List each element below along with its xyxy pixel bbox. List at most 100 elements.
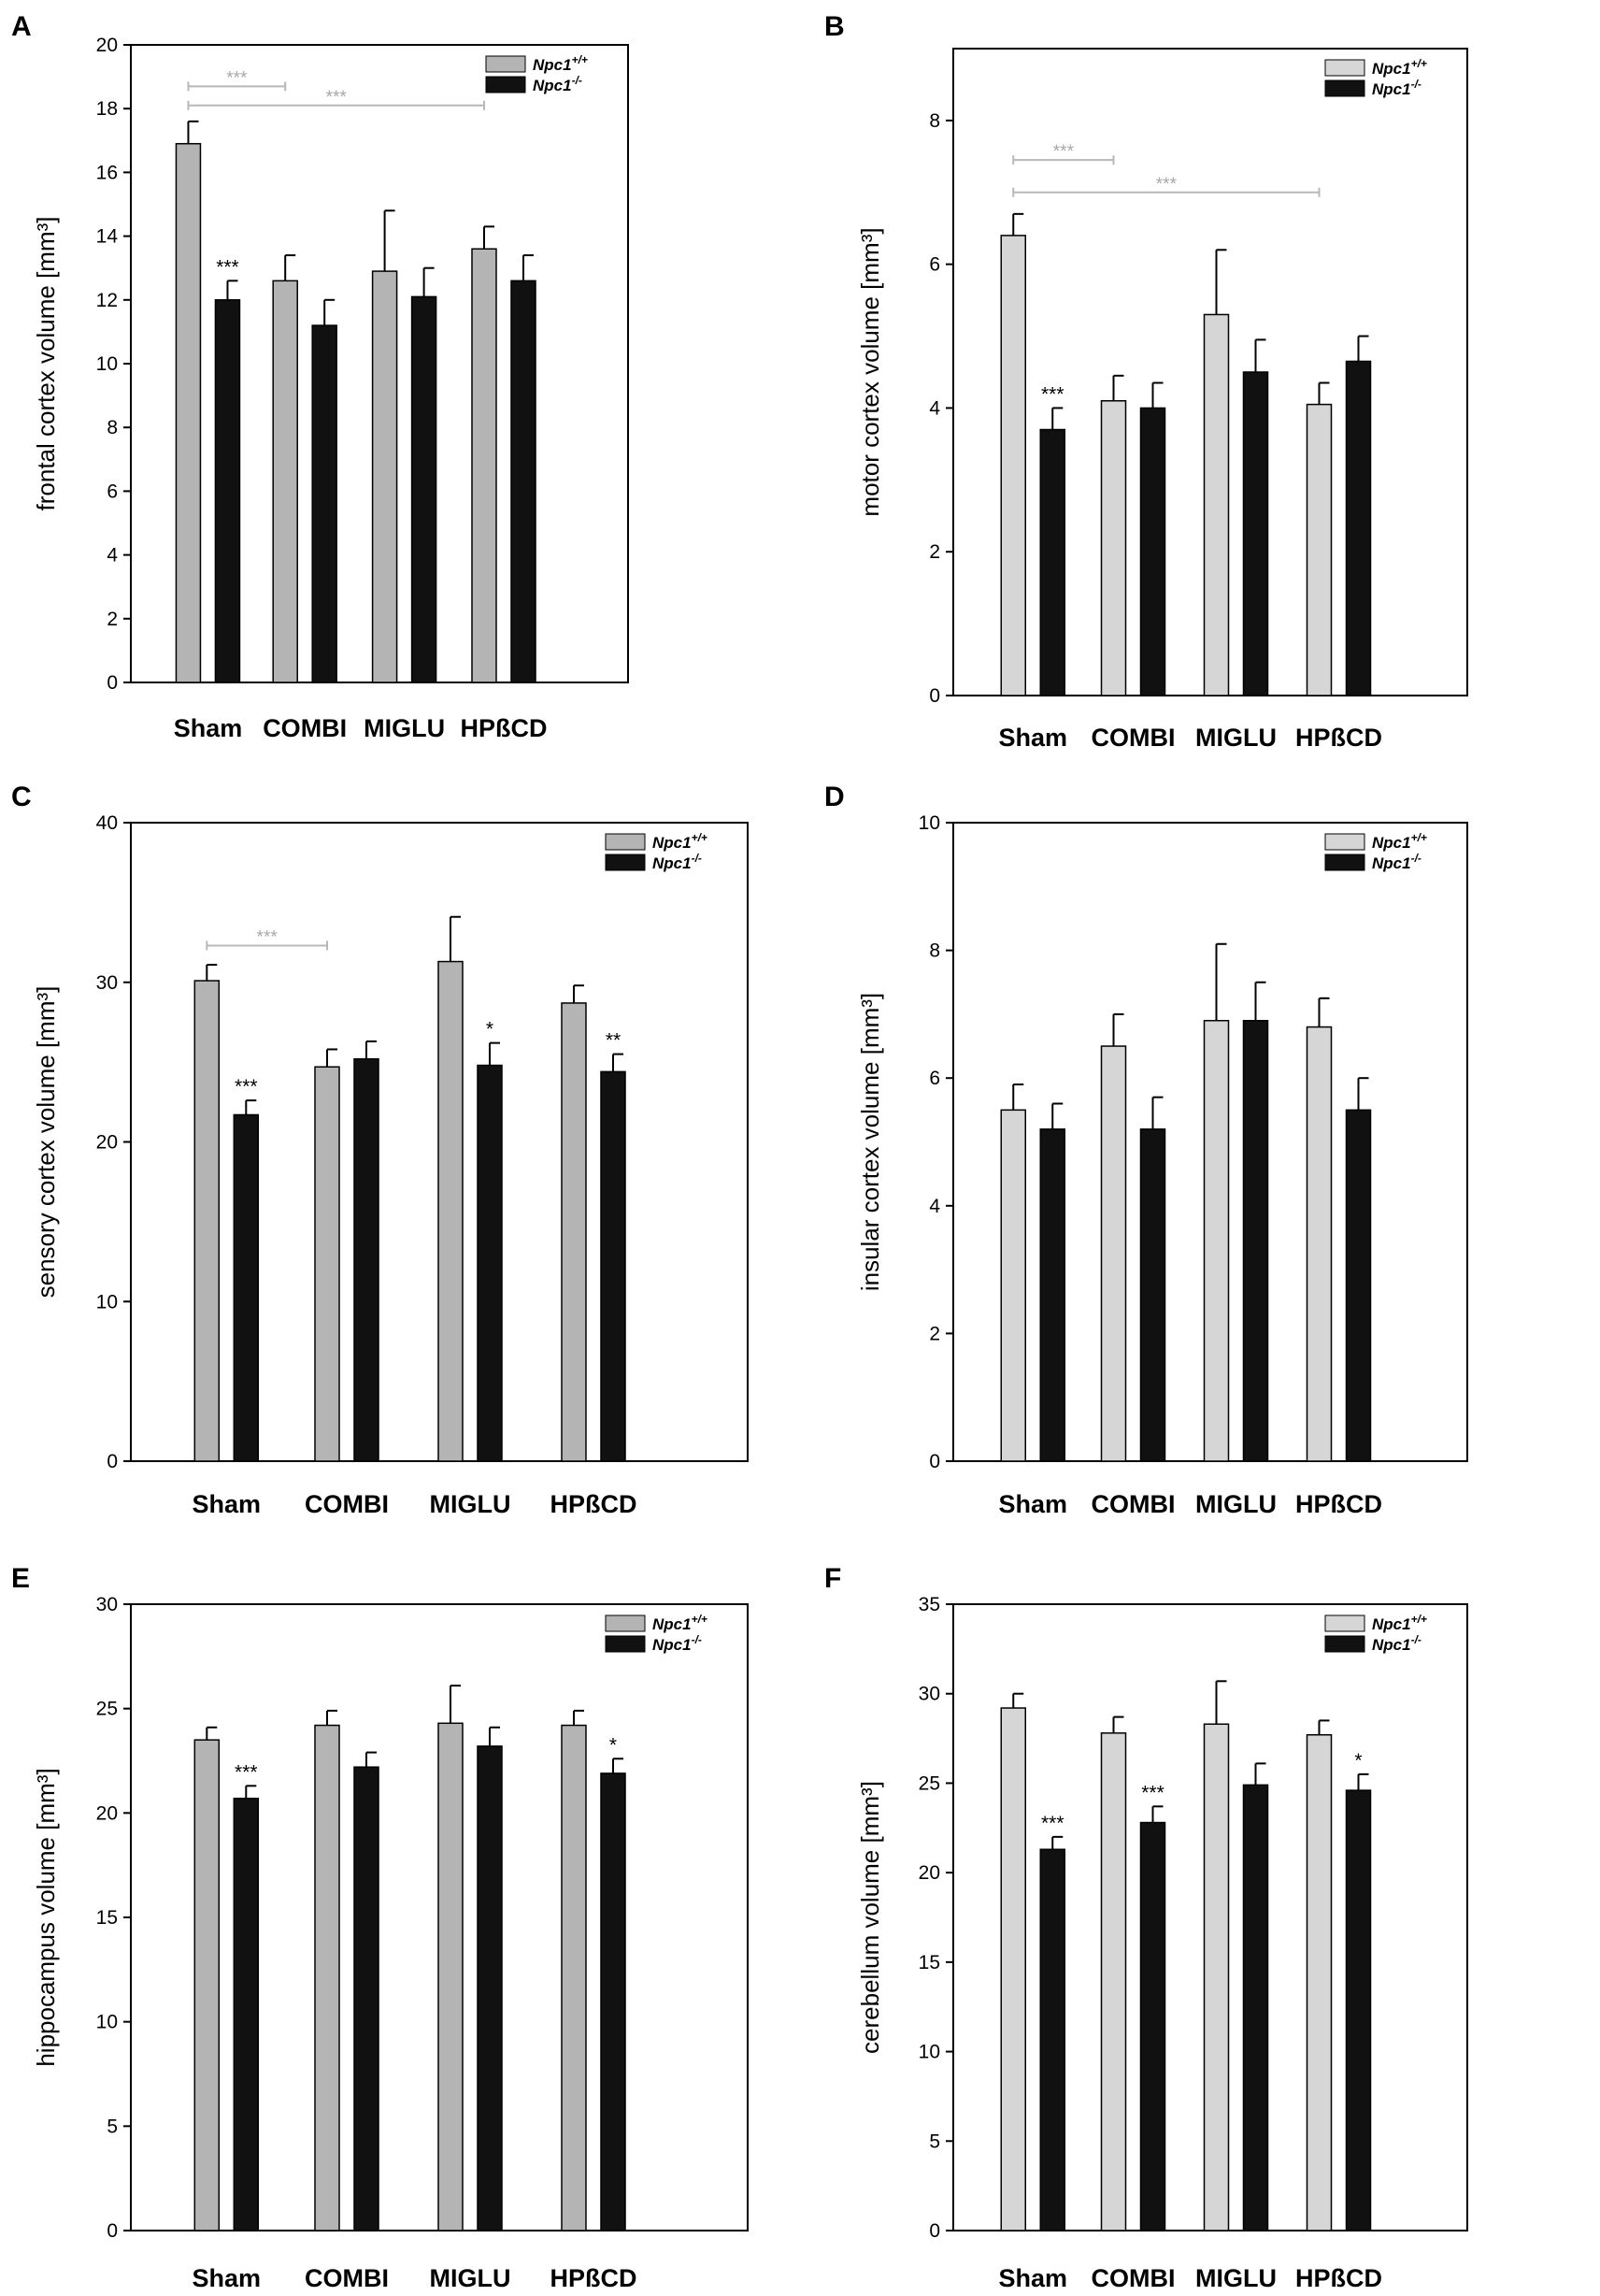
panel-letter: C xyxy=(11,782,32,812)
y-tick-label: 20 xyxy=(96,1132,118,1154)
bar-wt-hpßcd xyxy=(1306,1733,1333,2231)
y-axis-label: cerebellum volume [mm³] xyxy=(856,1781,884,2054)
y-tick-label: 35 xyxy=(919,1594,940,1615)
bar-ko-combi xyxy=(1139,407,1166,696)
panel-letter: E xyxy=(11,1563,30,1594)
y-axis-label: motor cortex volume [mm³] xyxy=(856,227,884,516)
legend: Npc1+/+Npc1-/- xyxy=(605,831,707,872)
y-tick-label: 2 xyxy=(107,609,118,630)
y-axis-label: hippocampus volume [mm³] xyxy=(32,1768,60,2066)
category-label: HPßCD xyxy=(461,714,548,742)
significance-label: * xyxy=(486,1019,493,1040)
y-axis-label: sensory cortex volume [mm³] xyxy=(32,986,60,1299)
y-tick-label: 15 xyxy=(96,1907,118,1929)
legend-swatch-wt xyxy=(1324,833,1365,851)
y-tick-label: 30 xyxy=(919,1684,940,1705)
category-label: MIGLU xyxy=(430,2264,511,2292)
y-tick-label: 5 xyxy=(107,2116,118,2137)
category-label: MIGLU xyxy=(430,1490,511,1518)
bar-wt-combi xyxy=(314,1066,340,1462)
bar-wt-sham xyxy=(1000,1707,1026,2231)
legend-superscript: +/+ xyxy=(572,53,588,66)
category-label: HPßCD xyxy=(1295,1490,1382,1518)
panel-letter: B xyxy=(824,11,845,42)
y-tick-label: 25 xyxy=(96,1699,118,1720)
bracket-label: *** xyxy=(226,68,248,88)
y-tick-label: 18 xyxy=(96,98,118,120)
category-label: Sham xyxy=(998,1490,1067,1518)
legend: Npc1+/+Npc1-/- xyxy=(1324,831,1427,872)
y-tick-label: 20 xyxy=(919,1862,940,1884)
bar-ko-hpßcd xyxy=(1345,1109,1372,1462)
bracket-label: *** xyxy=(326,88,348,108)
y-tick-label: 10 xyxy=(919,2042,940,2063)
legend-swatch-ko xyxy=(605,1635,646,1653)
category-label: HPßCD xyxy=(1295,724,1382,752)
category-label: COMBI xyxy=(1092,1490,1176,1518)
category-label: Sham xyxy=(193,1490,262,1518)
bar-wt-combi xyxy=(1100,1045,1127,1462)
bar-wt-hpßcd xyxy=(1306,403,1333,696)
y-tick-label: 8 xyxy=(929,940,940,962)
legend-swatch-wt xyxy=(1324,1614,1365,1632)
legend-label-ko: Npc1-/- xyxy=(1372,78,1421,98)
bar-ko-hpßcd xyxy=(1345,1789,1372,2231)
legend-label-ko: Npc1-/- xyxy=(652,1633,702,1654)
bar-wt-miglu xyxy=(437,960,464,1462)
significance-label: *** xyxy=(235,1076,258,1098)
bar-ko-miglu xyxy=(1242,1019,1269,1462)
y-tick-label: 4 xyxy=(929,397,940,419)
legend-superscript: -/- xyxy=(692,852,702,865)
y-tick-label: 4 xyxy=(107,545,118,567)
significance-label: *** xyxy=(235,1761,258,1783)
y-tick-label: 8 xyxy=(929,110,940,132)
bar-wt-hpßcd xyxy=(1306,1026,1333,1462)
bar-wt-sham xyxy=(1000,1109,1026,1462)
category-label: MIGLU xyxy=(1195,724,1277,752)
significance-label: ** xyxy=(606,1030,621,1052)
bar-ko-combi xyxy=(1139,1821,1166,2231)
legend-label-ko: Npc1-/- xyxy=(1372,1633,1421,1654)
category-label: COMBI xyxy=(263,714,347,742)
bar-ko-combi xyxy=(1139,1128,1166,1462)
category-label: Sham xyxy=(174,714,243,742)
legend-label-ko: Npc1-/- xyxy=(652,852,702,872)
significance-label: *** xyxy=(1041,383,1064,405)
y-tick-label: 25 xyxy=(919,1772,940,1794)
y-tick-label: 10 xyxy=(96,353,118,375)
bar-ko-sham xyxy=(1039,428,1065,696)
bar-wt-miglu xyxy=(1203,1019,1230,1462)
y-tick-label: 6 xyxy=(107,481,118,502)
legend-swatch-ko xyxy=(1324,79,1365,97)
bar-wt-sham xyxy=(1000,235,1026,696)
y-tick-label: 5 xyxy=(929,2131,940,2152)
legend-superscript: -/- xyxy=(692,1633,702,1646)
y-tick-label: 16 xyxy=(96,162,118,183)
bar-ko-combi xyxy=(353,1057,379,1462)
y-tick-label: 30 xyxy=(96,1594,118,1615)
legend-label-wt: Npc1+/+ xyxy=(652,831,707,852)
legend-swatch-wt xyxy=(605,1614,646,1632)
legend-swatch-ko xyxy=(1324,854,1365,871)
bar-ko-hpßcd xyxy=(1345,360,1372,696)
y-tick-label: 20 xyxy=(96,1802,118,1824)
significance-label: *** xyxy=(1041,1813,1064,1834)
y-tick-label: 4 xyxy=(929,1196,940,1217)
category-label: HPßCD xyxy=(550,1490,637,1518)
legend-swatch-wt xyxy=(485,55,526,73)
category-label: COMBI xyxy=(1092,724,1176,752)
y-tick-label: 20 xyxy=(96,35,118,56)
legend: Npc1+/+Npc1-/- xyxy=(1324,1613,1427,1654)
panel-letter: F xyxy=(824,1563,841,1594)
bar-wt-combi xyxy=(1100,1732,1127,2231)
significance-label: * xyxy=(1354,1750,1362,1772)
bar-ko-sham xyxy=(1039,1128,1065,1462)
legend-superscript: -/- xyxy=(1411,852,1421,865)
y-tick-label: 0 xyxy=(107,2220,118,2242)
bar-ko-combi xyxy=(311,324,337,683)
y-tick-label: 15 xyxy=(919,1952,940,1973)
legend-label-wt: Npc1+/+ xyxy=(652,1613,707,1633)
y-tick-label: 12 xyxy=(96,290,118,311)
category-label: Sham xyxy=(193,2264,262,2292)
